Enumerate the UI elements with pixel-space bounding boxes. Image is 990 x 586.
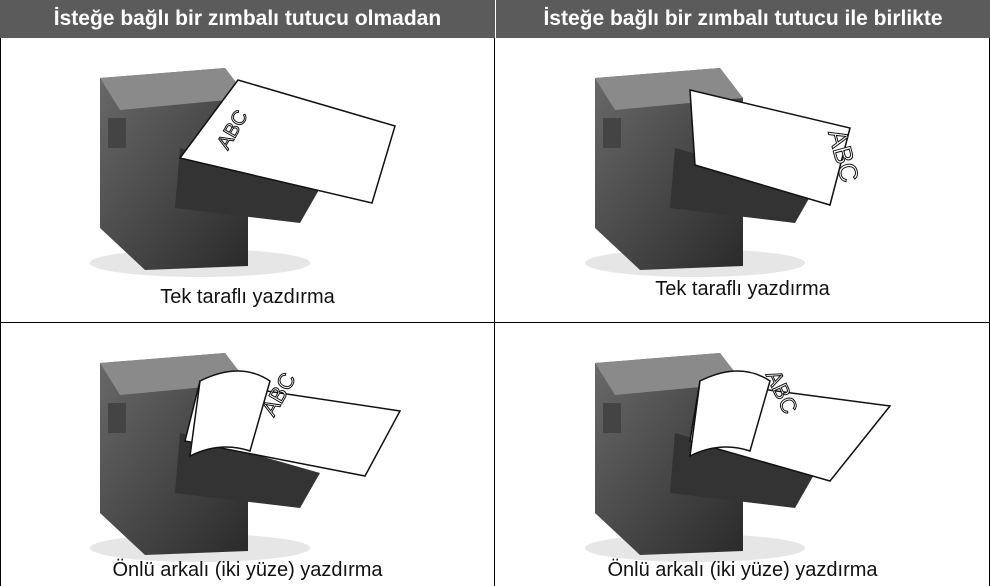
printer-illustration: ABC — [90, 68, 396, 277]
printer-top — [100, 68, 248, 110]
table-border — [0, 38, 1, 586]
paper — [689, 89, 851, 206]
paper-curl — [689, 370, 771, 458]
vent — [108, 118, 126, 148]
table-cell: ABC Tek taraflı yazdırma — [0, 38, 495, 322]
header-cell: İsteğe bağlı bir zımbalı tutucu ile birl… — [495, 0, 990, 38]
vent — [603, 403, 621, 433]
tray — [670, 433, 815, 508]
printer-illustration: ABC — [90, 353, 402, 562]
caption: Önlü arkalı (iki yüze) yazdırma — [607, 559, 878, 581]
caption: Tek taraflı yazdırma — [160, 286, 335, 308]
caption: Tek taraflı yazdırma — [655, 278, 830, 300]
column-divider — [494, 38, 495, 586]
header-cell: İsteğe bağlı bir zımbalı tutucu olmadan — [0, 0, 495, 38]
paper-curl — [189, 370, 271, 458]
vent — [603, 118, 621, 148]
row-divider — [0, 322, 990, 323]
caption: Önlü arkalı (iki yüze) yazdırma — [112, 559, 383, 581]
table-cell: ABC Önlü arkalı (iki yüze) yazdırma — [495, 323, 990, 586]
vent — [108, 403, 126, 433]
printer-illustration: ABC — [585, 68, 866, 277]
printer-illustration: ABC — [585, 353, 892, 562]
paper — [178, 79, 396, 204]
table-cell: ABC Önlü arkalı (iki yüze) yazdırma — [0, 323, 495, 586]
table-cell: ABC Tek taraflı yazdırma — [495, 38, 990, 322]
tray — [175, 148, 320, 223]
tray — [175, 433, 320, 508]
